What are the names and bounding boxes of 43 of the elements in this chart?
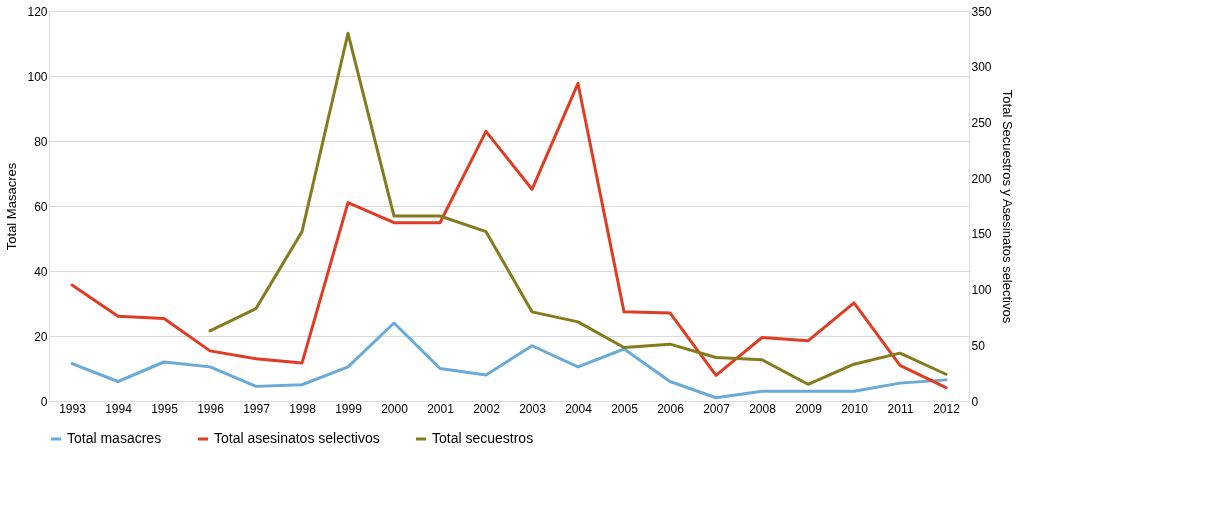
y-tick-label: 20 — [34, 329, 48, 344]
line-series — [70, 81, 948, 390]
x-tick-label: 2002 — [473, 401, 501, 416]
y2-tick-label: 50 — [971, 338, 986, 353]
x-tick-label: 1994 — [105, 401, 133, 416]
y-tick-label: 60 — [34, 199, 48, 214]
x-tick-label: 1996 — [197, 401, 225, 416]
x-tick-label: 1997 — [243, 401, 271, 416]
y-tick-label: 80 — [34, 134, 48, 149]
x-tick-label: 2010 — [841, 401, 869, 416]
line-series — [70, 321, 948, 400]
y-tick-label: 100 — [27, 69, 48, 84]
x-tick-label: 1998 — [289, 401, 317, 416]
x-tick-label: 2003 — [519, 401, 547, 416]
x-tick-label: 2012 — [933, 401, 961, 416]
x-tick-label: 1993 — [59, 401, 87, 416]
y-tick-label: 0 — [40, 394, 48, 409]
legend-label: Total secuestros — [432, 430, 534, 446]
x-tick-label: 2009 — [795, 401, 823, 416]
x-tick-label: 2011 — [887, 401, 914, 416]
line-series — [208, 31, 948, 386]
x-tick-label: 2007 — [703, 401, 731, 416]
x-tick-label: 2006 — [657, 401, 685, 416]
y2-tick-label: 250 — [971, 115, 992, 130]
legend-label: Total asesinatos selectivos — [214, 430, 380, 446]
y2-tick-label: 300 — [971, 60, 992, 75]
y-tick-label: 120 — [27, 4, 48, 19]
x-tick-label: 2008 — [749, 401, 777, 416]
y2-tick-label: 100 — [971, 283, 992, 298]
legend-label: Total masacres — [67, 430, 162, 446]
x-tick-label: 1995 — [151, 401, 179, 416]
x-tick-label: 2001 — [427, 401, 455, 416]
y2-tick-label: 150 — [971, 227, 992, 242]
y2-tick-label: 200 — [971, 171, 992, 186]
x-tick-label: 2005 — [611, 401, 639, 416]
x-tick-label: 2004 — [565, 401, 593, 416]
y-axis-title: Total Masacres — [4, 162, 20, 251]
y2-tick-label: 0 — [971, 394, 979, 409]
y2-tick-label: 350 — [971, 4, 992, 19]
y-tick-label: 40 — [34, 264, 48, 279]
y2-axis-title: Total Secuestros y Asesinatos selectivos — [999, 89, 1015, 324]
x-tick-label: 1999 — [335, 401, 363, 416]
x-tick-label: 2000 — [381, 401, 409, 416]
